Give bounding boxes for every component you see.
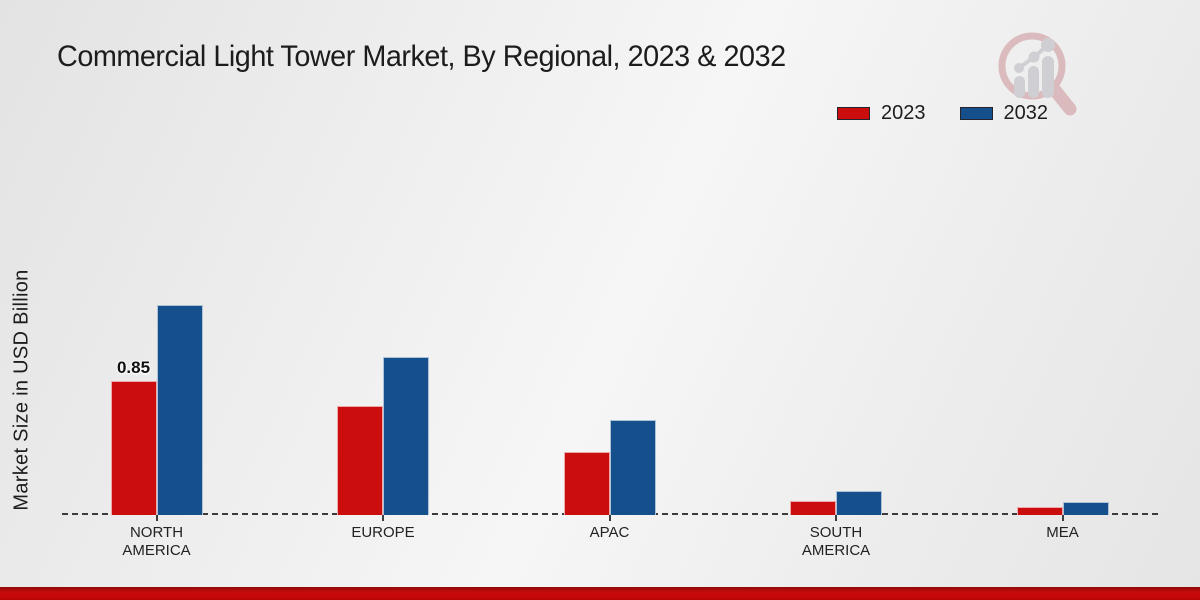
footer-accent-band [0, 587, 1200, 600]
x-tick-mea [1061, 515, 1064, 521]
x-tick-south-america [835, 515, 837, 521]
bar-2032-mea [1062, 502, 1109, 515]
x-tick-europe [382, 515, 384, 521]
chart-title: Commercial Light Tower Market, By Region… [57, 40, 786, 73]
legend-swatch-2032 [959, 107, 993, 120]
x-tick-apac [608, 515, 611, 521]
bar-2032-north-america [156, 305, 203, 515]
legend: 2023 2032 [837, 102, 1068, 125]
legend-item-2023: 2023 [837, 102, 926, 125]
legend-label-2023: 2023 [881, 102, 926, 124]
bar-2023-mea [1016, 507, 1063, 515]
y-axis-label: Market Size in USD Billion [10, 269, 33, 511]
category-label-apac: APAC [589, 524, 630, 541]
category-label-south-america: SOUTH AMERICA [801, 524, 871, 559]
bar-2023-apac [563, 452, 610, 515]
bar-2032-europe [383, 357, 429, 515]
legend-swatch-2023 [837, 107, 870, 120]
legend-item-2032: 2032 [959, 102, 1049, 125]
x-tick-north-america [155, 515, 158, 521]
category-label-europe: EUROPE [351, 524, 415, 541]
bar-2032-apac [609, 420, 656, 515]
magnifier-bar-chart-logo-icon [998, 32, 1077, 116]
bar-2023-europe [337, 406, 383, 515]
bar-2032-south-america [836, 491, 882, 515]
bar-value-label-2023-north-america: 0.85 [116, 358, 151, 377]
bar-2023-south-america [790, 501, 836, 515]
category-label-mea: MEA [1046, 524, 1079, 541]
category-label-north-america: NORTH AMERICA [122, 524, 191, 559]
legend-label-2032: 2032 [1003, 102, 1049, 124]
bar-2023-north-america [110, 381, 157, 515]
